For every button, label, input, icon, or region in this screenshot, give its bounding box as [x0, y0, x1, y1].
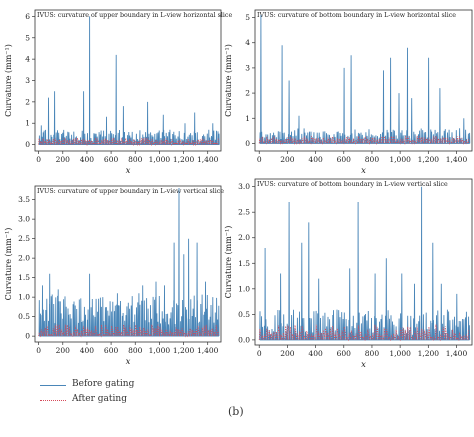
y-tick-label: 2	[25, 97, 30, 106]
y-tick-label: 3.0	[238, 182, 250, 191]
y-tick-label: 5	[25, 33, 30, 42]
y-tick-label: 0.5	[18, 312, 30, 321]
x-tick-label: 400	[80, 346, 95, 355]
plot-frame	[254, 178, 473, 346]
x-tick-label: 600	[337, 349, 352, 358]
x-tick-label: 400	[80, 155, 95, 164]
x-tick-label: 400	[308, 349, 323, 358]
y-tick-label: 0	[25, 332, 30, 341]
y-tick-label: 4	[25, 55, 30, 64]
y-axis-label: Curvature (mm⁻¹)	[224, 226, 233, 299]
series-after-gating	[38, 324, 219, 338]
series-after-gating	[258, 324, 470, 342]
series-before-gating	[259, 186, 471, 341]
x-tick-label: 1,400	[197, 346, 219, 355]
chart-title: IVUS: curvature of bottom boundary in L-…	[257, 12, 456, 19]
x-tick-label: 1,400	[197, 155, 219, 164]
y-tick-label: 2	[245, 89, 250, 98]
x-tick-label: 600	[104, 346, 119, 355]
y-tick-label: 3.0	[18, 215, 30, 224]
y-tick-label: 0	[25, 140, 30, 149]
x-tick-label: 200	[280, 349, 295, 358]
y-axis-label: Curvature (mm⁻¹)	[4, 228, 13, 301]
x-tick-label: 800	[365, 349, 380, 358]
chart-title: IVUS: curvature of upper boundary in L-v…	[37, 12, 232, 19]
chart-panel-1: IVUS: curvature of upper boundary in L-v…	[4, 9, 232, 176]
y-tick-label: 0	[245, 139, 250, 148]
x-axis-label: x	[361, 360, 366, 370]
x-tick-label: 400	[308, 155, 323, 164]
legend-before-label: Before gating	[72, 379, 135, 389]
y-tick-label: 1.5	[18, 273, 30, 282]
chart-title: IVUS: curvature of upper boundary in L-v…	[37, 188, 224, 195]
y-axis-label: Curvature (mm⁻¹)	[224, 44, 233, 117]
x-tick-label: 600	[104, 155, 119, 164]
series-after-gating	[38, 137, 219, 147]
y-tick-label: 4	[245, 38, 250, 47]
x-tick-label: 800	[128, 346, 143, 355]
y-tick-label: 2.5	[238, 208, 250, 217]
legend-before-swatch	[40, 385, 66, 386]
x-tick-label: 1,400	[446, 155, 468, 164]
x-axis-label: x	[126, 166, 131, 176]
x-tick-label: 200	[56, 346, 71, 355]
y-tick-label: 1	[25, 119, 30, 128]
y-tick-label: 2.0	[238, 233, 250, 242]
y-tick-label: 3.5	[18, 195, 30, 204]
x-tick-label: 800	[128, 155, 143, 164]
x-tick-label: 1,000	[389, 349, 411, 358]
y-tick-label: 3	[245, 63, 250, 72]
series-before-gating	[259, 14, 471, 144]
x-axis-label: x	[361, 166, 366, 176]
x-tick-label: 1,400	[446, 349, 468, 358]
x-tick-label: 1,000	[149, 346, 171, 355]
y-tick-label: 1.5	[238, 259, 250, 268]
y-tick-label: 3	[25, 76, 30, 85]
y-tick-label: 1.0	[238, 284, 250, 293]
x-tick-label: 1,000	[149, 155, 171, 164]
plot-frame	[34, 9, 222, 152]
y-axis-label: Curvature (mm⁻¹)	[4, 44, 13, 117]
plot-frame	[34, 185, 222, 343]
x-tick-label: 1,200	[173, 155, 195, 164]
series-before-gating	[38, 187, 220, 337]
y-tick-label: 0.0	[238, 335, 250, 344]
x-tick-label: 800	[365, 155, 380, 164]
x-tick-label: 200	[56, 155, 71, 164]
x-tick-label: 1,000	[389, 155, 411, 164]
legend-after-swatch	[40, 400, 66, 401]
caption-strip	[0, 427, 474, 437]
x-tick-label: 1,200	[418, 155, 440, 164]
legend-after-label: After gating	[72, 394, 127, 404]
y-tick-label: 2.5	[18, 234, 30, 243]
chart-panel-2: IVUS: curvature of bottom boundary in L-…	[224, 9, 473, 176]
x-axis-label: x	[126, 357, 131, 367]
x-tick-label: 1,200	[418, 349, 440, 358]
series-before-gating	[38, 16, 220, 146]
chart-panel-4: IVUS: curvature of bottom boundary in L-…	[224, 178, 473, 370]
y-tick-label: 1.0	[18, 293, 30, 302]
x-tick-label: 0	[36, 155, 41, 164]
x-tick-label: 0	[257, 349, 262, 358]
chart-title: IVUS: curvature of bottom boundary in L-…	[257, 181, 448, 188]
panel-label: (b)	[228, 405, 244, 418]
y-tick-label: 0.5	[238, 310, 250, 319]
x-tick-label: 0	[36, 346, 41, 355]
y-tick-label: 1	[245, 114, 250, 123]
x-tick-label: 0	[257, 155, 262, 164]
y-tick-label: 6	[25, 12, 30, 21]
chart-panel-3: IVUS: curvature of upper boundary in L-v…	[4, 185, 224, 367]
x-tick-label: 200	[280, 155, 295, 164]
x-tick-label: 1,200	[173, 346, 195, 355]
y-tick-label: 2.0	[18, 254, 30, 263]
x-tick-label: 600	[337, 155, 352, 164]
y-tick-label: 5	[245, 13, 250, 22]
plot-frame	[254, 9, 473, 152]
